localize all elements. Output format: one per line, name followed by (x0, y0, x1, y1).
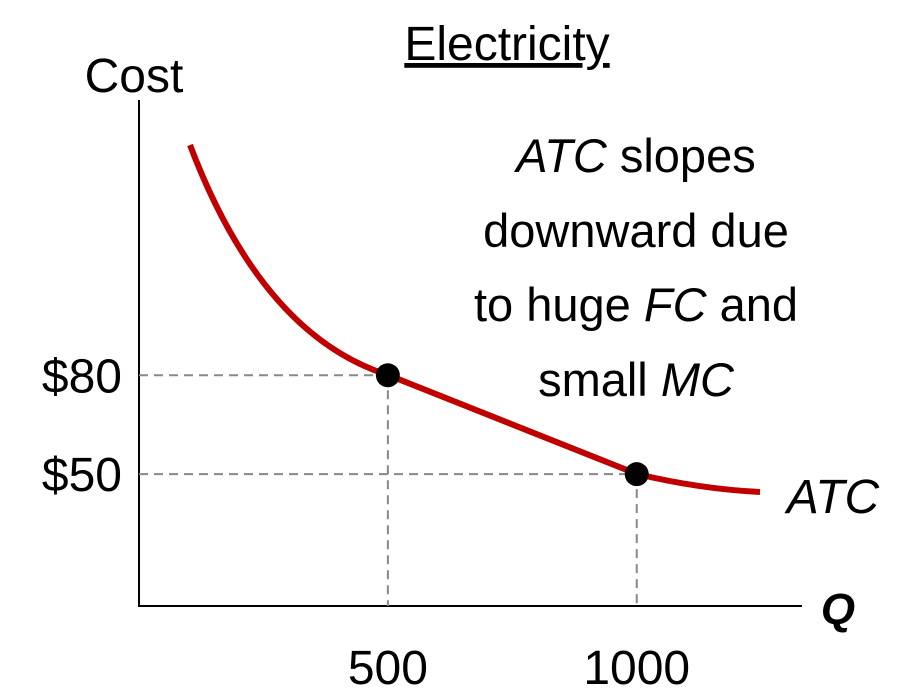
annotation-text: downward due (483, 204, 789, 257)
annotation-line: to huge FC and (474, 278, 798, 331)
annotation-text: ATC (513, 129, 608, 182)
annotation-text: FC (644, 278, 708, 331)
annotation-line: small MC (538, 353, 735, 406)
y-axis-label: Cost (85, 50, 184, 103)
annotation-text: and (707, 278, 798, 331)
x-axis-label: Q (821, 585, 855, 634)
x-tick-label: 1000 (583, 642, 690, 689)
point (624, 462, 649, 487)
point (375, 363, 400, 388)
annotation-line: downward due (483, 204, 789, 257)
x-tick-label: 500 (348, 642, 428, 689)
annotation-text: small (538, 353, 661, 406)
y-tick-label: $80 (42, 350, 122, 403)
annotation-text: MC (661, 353, 735, 406)
annotation-text: to huge (474, 278, 644, 331)
annotation-line: ATC slopes (513, 129, 755, 182)
chart-title: Electricity (404, 18, 609, 71)
atc-curve (187, 143, 761, 495)
annotation-text: slopes (607, 129, 756, 182)
curve-label: ATC (784, 471, 880, 524)
y-tick-label: $50 (42, 449, 122, 502)
